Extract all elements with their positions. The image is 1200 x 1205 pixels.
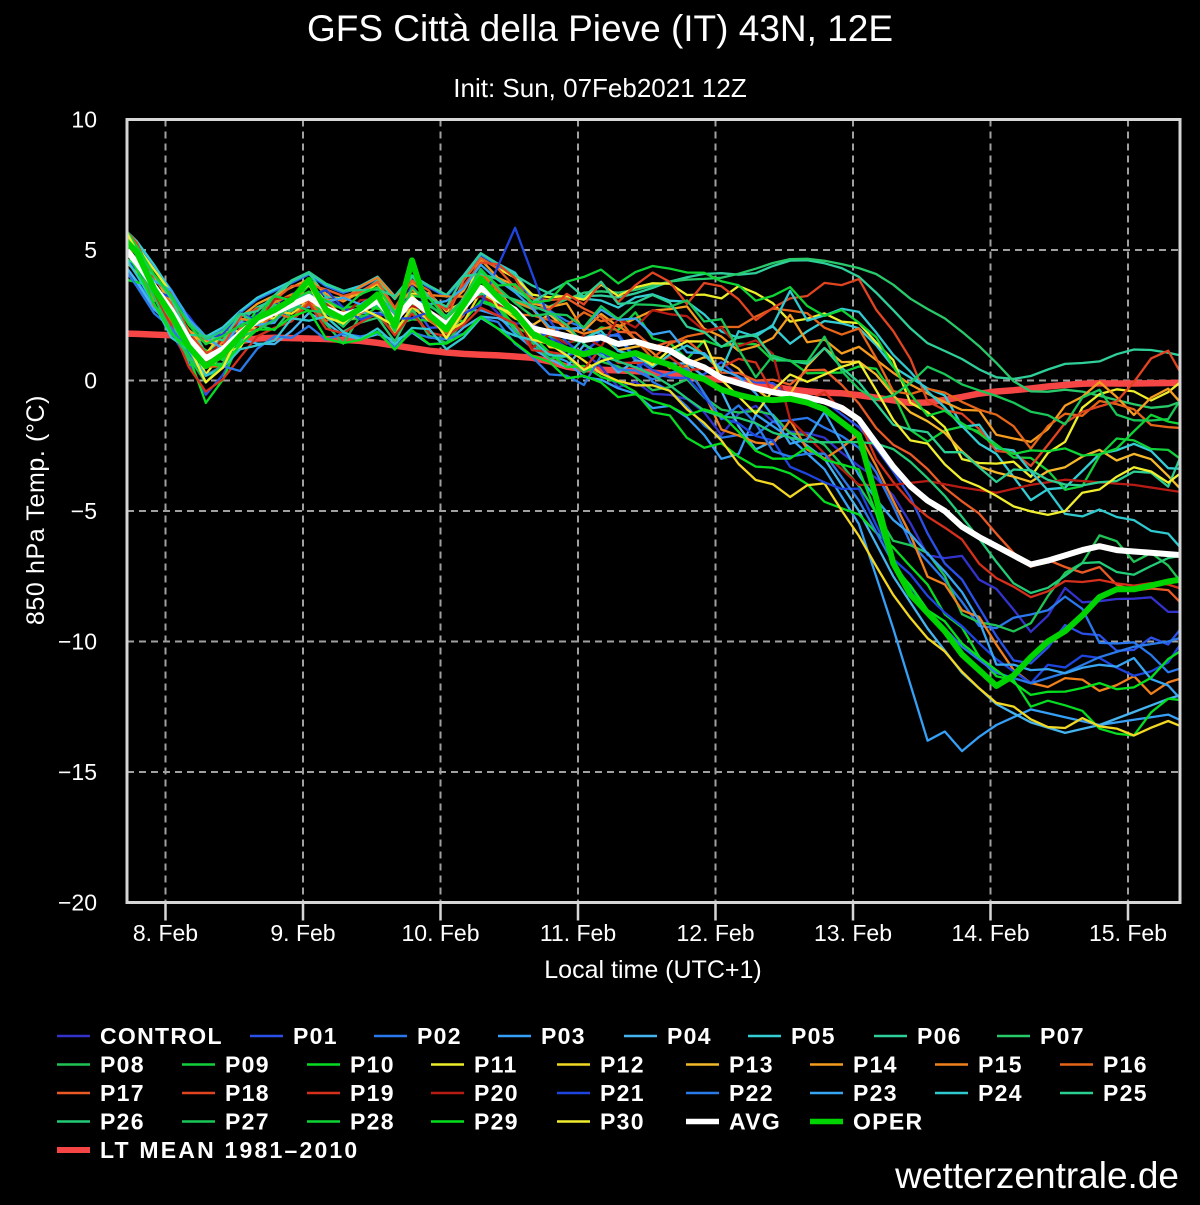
svg-text:8. Feb: 8. Feb [133,920,198,946]
svg-text:Init: Sun, 07Feb2021 12Z: Init: Sun, 07Feb2021 12Z [453,73,747,103]
svg-text:P24: P24 [978,1080,1023,1106]
svg-text:P23: P23 [853,1080,898,1106]
svg-text:P05: P05 [791,1023,836,1049]
svg-text:P09: P09 [225,1052,270,1078]
svg-text:P25: P25 [1103,1080,1148,1106]
svg-text:GFS Città della Pieve (IT) 43N: GFS Città della Pieve (IT) 43N, 12E [307,8,893,49]
svg-text:10. Feb: 10. Feb [402,920,480,946]
svg-text:−5: −5 [71,498,97,524]
svg-text:P30: P30 [600,1109,645,1135]
svg-text:P04: P04 [667,1023,712,1049]
svg-text:AVG: AVG [729,1109,781,1135]
svg-text:P18: P18 [225,1080,270,1106]
svg-text:Local time (UTC+1): Local time (UTC+1) [544,956,761,984]
svg-text:P26: P26 [100,1109,145,1135]
svg-text:P01: P01 [293,1023,338,1049]
svg-text:P16: P16 [1103,1052,1148,1078]
svg-text:10: 10 [71,107,97,133]
svg-text:P20: P20 [474,1080,519,1106]
svg-text:P21: P21 [600,1080,645,1106]
svg-text:−15: −15 [58,759,97,785]
svg-text:13. Feb: 13. Feb [814,920,892,946]
svg-text:P19: P19 [350,1080,395,1106]
svg-text:11. Feb: 11. Feb [540,920,616,946]
svg-text:LT MEAN 1981–2010: LT MEAN 1981–2010 [100,1137,359,1163]
svg-text:P17: P17 [100,1080,145,1106]
svg-text:CONTROL: CONTROL [100,1023,223,1049]
svg-text:P02: P02 [417,1023,462,1049]
svg-text:9. Feb: 9. Feb [270,920,335,946]
svg-text:P27: P27 [225,1109,270,1135]
svg-text:P29: P29 [474,1109,519,1135]
svg-text:wetterzentrale.de: wetterzentrale.de [894,1155,1179,1196]
svg-text:P10: P10 [350,1052,395,1078]
svg-text:14. Feb: 14. Feb [952,920,1030,946]
svg-text:P08: P08 [100,1052,145,1078]
svg-text:P13: P13 [729,1052,774,1078]
svg-text:P06: P06 [917,1023,962,1049]
svg-text:−10: −10 [58,629,97,655]
svg-text:0: 0 [84,368,97,394]
svg-text:5: 5 [84,237,97,263]
svg-text:P03: P03 [541,1023,586,1049]
svg-text:15. Feb: 15. Feb [1089,920,1167,946]
svg-text:P12: P12 [600,1052,645,1078]
svg-text:P15: P15 [978,1052,1023,1078]
svg-text:P11: P11 [474,1052,518,1078]
svg-text:12. Feb: 12. Feb [677,920,755,946]
svg-text:P14: P14 [853,1052,898,1078]
svg-text:P28: P28 [350,1109,395,1135]
svg-text:−20: −20 [58,890,97,916]
svg-text:850 hPa Temp. (°C): 850 hPa Temp. (°C) [22,395,50,625]
svg-text:OPER: OPER [853,1109,923,1135]
svg-text:P22: P22 [729,1080,774,1106]
svg-text:P07: P07 [1040,1023,1085,1049]
